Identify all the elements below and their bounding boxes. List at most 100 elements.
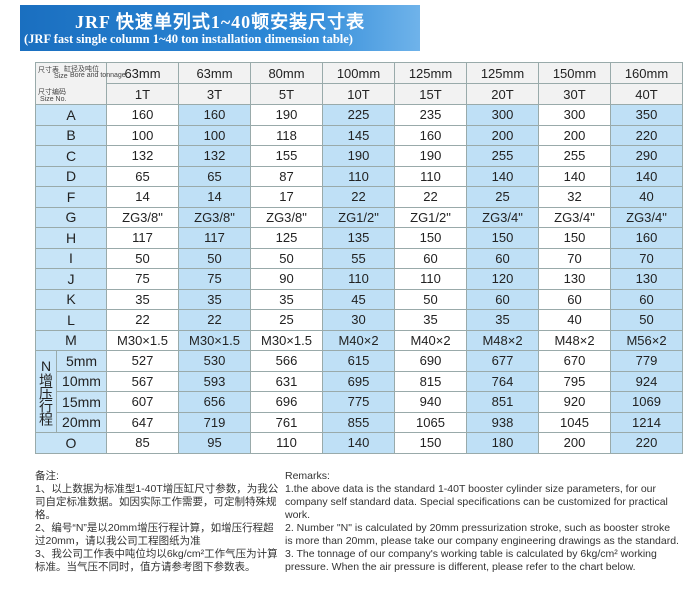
data-row: I 50 50 50 55 60 60 70 70 [35,247,683,269]
value-cell: 140 [538,165,611,187]
value-cell: 140 [322,432,395,454]
value-cell: 160 [610,227,683,249]
data-row: O 85 95 110 140 150 180 200 220 [35,432,683,454]
value-cell: 940 [394,391,467,413]
value-cell: 25 [466,186,539,208]
value-cell: 761 [250,411,323,433]
data-row: C 132 132 155 190 190 255 255 290 [35,145,683,167]
value-cell: 95 [178,432,251,454]
value-cell: 50 [250,247,323,269]
bore-cell: 125mm [466,62,539,84]
bore-cell: 63mm [106,62,179,84]
value-cell: 50 [610,309,683,331]
value-cell: 100 [106,124,179,146]
tonnage-cell: 40T [610,83,683,105]
value-cell: 690 [394,350,467,372]
corner-label: 尺寸编码 [38,89,66,96]
value-cell: 300 [466,104,539,126]
value-cell: 815 [394,370,467,392]
bore-cell: 80mm [250,62,323,84]
note-item: 1.the above data is the standard 1-40T b… [285,483,668,521]
value-cell: 55 [322,247,395,269]
value-cell: 100 [178,124,251,146]
value-cell: 132 [178,145,251,167]
value-cell: 65 [178,165,251,187]
data-row: G ZG3/8" ZG3/8" ZG3/8" ZG1/2" ZG1/2" ZG3/4" ZG3… [35,206,683,228]
value-cell: 160 [394,124,467,146]
data-row: F 14 14 17 22 22 25 32 40 [35,186,683,208]
corner-label: Size [54,73,68,80]
row-label: M [35,329,107,351]
value-cell: 190 [322,145,395,167]
value-cell: 65 [106,165,179,187]
value-cell: ZG1/2" [322,206,395,228]
value-cell: 677 [466,350,539,372]
value-cell: 118 [250,124,323,146]
value-cell: 70 [538,247,611,269]
value-cell: 35 [106,288,179,310]
value-cell: 60 [538,288,611,310]
value-cell: 150 [466,227,539,249]
value-cell: 110 [322,165,395,187]
value-cell: M30×1.5 [106,329,179,351]
value-cell: 50 [178,247,251,269]
value-cell: 255 [538,145,611,167]
value-cell: ZG3/8" [178,206,251,228]
value-cell: 920 [538,391,611,413]
value-cell: 607 [106,391,179,413]
value-cell: 132 [106,145,179,167]
data-row: D 65 65 87 110 110 140 140 140 [35,165,683,187]
value-cell: M48×2 [538,329,611,351]
value-cell: 17 [250,186,323,208]
value-cell: 200 [466,124,539,146]
corner-label: 尺寸表 [38,67,59,74]
value-cell: 140 [610,165,683,187]
tonnage-cell: 1T [106,83,179,105]
data-row: H 117 117 125 135 150 150 150 160 [35,227,683,249]
value-cell: 855 [322,411,395,433]
value-cell: 719 [178,411,251,433]
value-cell: 656 [178,391,251,413]
bore-cell: 63mm [178,62,251,84]
value-cell: 60 [466,288,539,310]
value-cell: 45 [322,288,395,310]
value-cell: 1065 [394,411,467,433]
data-row: M M30×1.5 M30×1.5 M30×1.5 M40×2 M40×2 M48×2 M48… [35,329,683,351]
row-label: A [35,104,107,126]
value-cell: 779 [610,350,683,372]
value-cell: 22 [322,186,395,208]
corner-label: Bore and tonnage [70,72,126,79]
value-cell: 14 [178,186,251,208]
value-cell: 235 [394,104,467,126]
row-label: F [35,186,107,208]
row-label: B [35,124,107,146]
row-label: 10mm [56,370,107,392]
value-cell: 135 [322,227,395,249]
tonnage-cell: 15T [394,83,467,105]
value-cell: 60 [466,247,539,269]
value-cell: M30×1.5 [250,329,323,351]
bore-cell: 160mm [610,62,683,84]
value-cell: 110 [322,268,395,290]
row-label: H [35,227,107,249]
value-cell: 764 [466,370,539,392]
note-item: 2、编号“N”是以20mm增压行程计算，如增压行程超过20mm，请以我公司工程图… [35,522,274,547]
note-item: 3. The tonnage of our company's working … [285,548,657,573]
value-cell: 775 [322,391,395,413]
value-cell: 110 [250,432,323,454]
value-cell: 851 [466,391,539,413]
value-cell: 670 [538,350,611,372]
value-cell: 593 [178,370,251,392]
value-cell: 1069 [610,391,683,413]
value-cell: 150 [394,227,467,249]
tonnage-cell: 3T [178,83,251,105]
value-cell: 22 [178,309,251,331]
value-cell: 220 [610,124,683,146]
bore-cell: 150mm [538,62,611,84]
value-cell: ZG3/8" [250,206,323,228]
value-cell: 40 [610,186,683,208]
value-cell: 567 [106,370,179,392]
value-cell: 938 [466,411,539,433]
value-cell: 1214 [610,411,683,433]
